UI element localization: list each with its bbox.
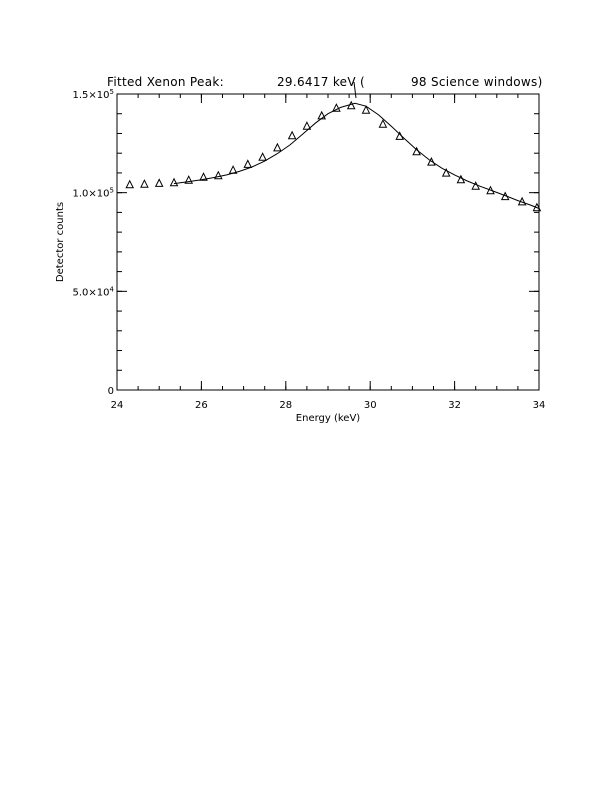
peak-marker-line <box>353 81 357 99</box>
data-point <box>456 174 466 184</box>
y-tick-label: 1.5×105 <box>73 88 114 101</box>
x-tick-label: 28 <box>279 400 292 411</box>
data-point <box>441 167 451 177</box>
y-axis-label: Detector counts <box>55 202 66 282</box>
data-point <box>332 103 341 112</box>
data-point <box>228 165 238 174</box>
data-point <box>302 121 312 130</box>
x-tick-label: 32 <box>448 400 461 411</box>
data-point <box>140 179 149 188</box>
chart-title-part2: 29.6417 keV ( <box>277 75 365 89</box>
data-points-layer <box>125 100 542 212</box>
data-point <box>125 179 135 189</box>
data-point <box>169 177 179 187</box>
data-point <box>361 105 371 114</box>
data-point <box>184 175 194 184</box>
data-point <box>427 156 436 166</box>
data-point <box>199 172 208 181</box>
x-tick-label: 34 <box>533 400 546 411</box>
data-point <box>412 146 421 156</box>
data-point <box>500 191 510 201</box>
data-point <box>486 185 495 195</box>
y-tick-label: 0 <box>108 386 114 397</box>
data-point <box>258 152 267 161</box>
x-axis-label: Energy (keV) <box>296 413 361 424</box>
y-tick-label: 5.0×104 <box>73 285 115 298</box>
x-tick-label: 24 <box>111 400 124 411</box>
data-point <box>471 181 481 190</box>
data-point <box>378 119 388 128</box>
data-point <box>517 196 527 206</box>
fit-curve <box>173 102 540 209</box>
chart-title-part1: Fitted Xenon Peak: <box>107 75 224 89</box>
data-point <box>317 110 327 120</box>
data-point <box>273 142 282 152</box>
data-point <box>213 170 223 180</box>
data-point <box>532 202 542 212</box>
tick-labels: 24 26 28 30 32 34 0 5.0×104 1.0×105 1.5×105 <box>73 88 546 411</box>
plot-frame <box>116 93 540 391</box>
chart-title-part3: 98 Science windows) <box>411 75 543 89</box>
data-point <box>154 178 164 187</box>
y-tick-label: 1.0×105 <box>73 187 114 200</box>
axis-ticks <box>116 93 540 391</box>
data-point <box>287 130 297 140</box>
data-point <box>346 100 356 110</box>
fit-curve-layer <box>173 81 540 209</box>
x-tick-label: 26 <box>195 400 208 411</box>
data-point <box>243 159 253 168</box>
x-tick-label: 30 <box>364 400 377 411</box>
data-point <box>395 131 405 140</box>
